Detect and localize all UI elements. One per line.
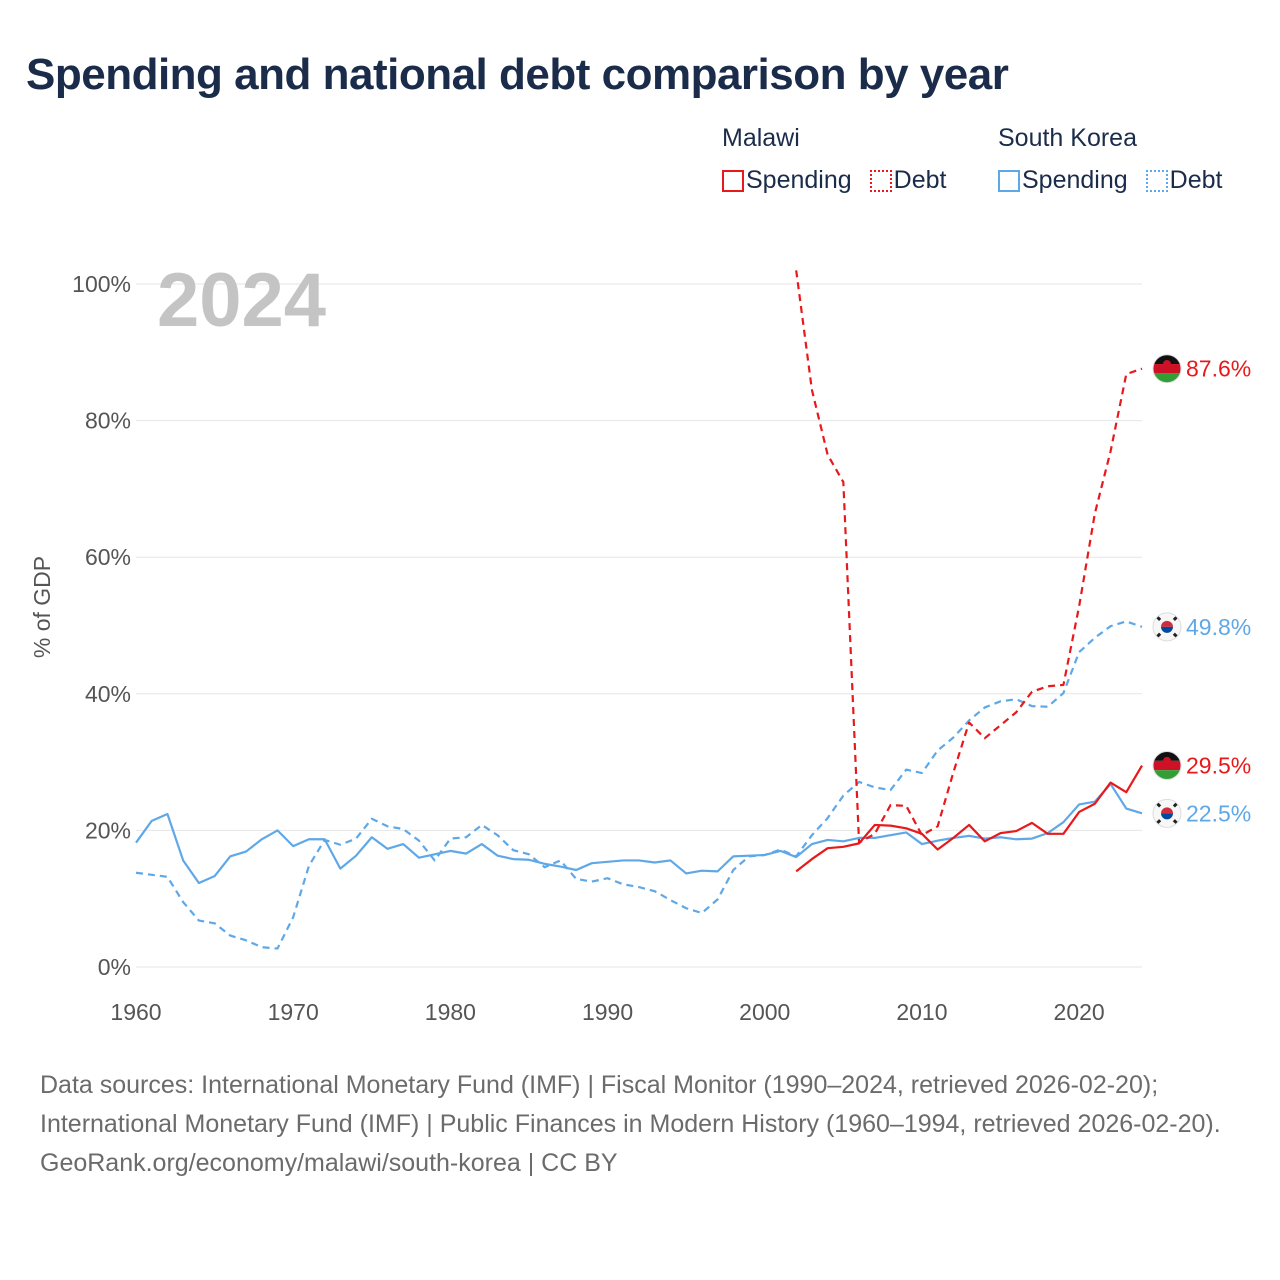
credit-link[interactable]: GeoRank.org/economy/malawi/south-korea |… [40,1149,618,1177]
x-tick-label: 1990 [582,999,633,1025]
y-tick-label: 60% [85,544,131,570]
series-line-south-korea-debt[interactable] [135,620,1143,950]
end-label-value: 29.5% [1186,753,1251,779]
y-axis-label: % of GDP [29,556,55,658]
x-tick-label: 1980 [425,999,476,1025]
x-tick-label: 2020 [1054,999,1105,1025]
legend-item-label: Spending [1022,166,1128,194]
gridlines [136,283,1142,968]
y-tick-label: 40% [85,681,131,707]
y-tick-label: 20% [85,817,131,843]
south-korea-flag-icon [1152,612,1182,642]
end-labels: 87.6% 49.8% 29.5% 22.5% [1152,354,1251,828]
legend-item-south-korea-spending[interactable]: Spending [998,166,1128,195]
solid-swatch-icon [722,169,744,192]
x-tick-label: 1960 [110,999,161,1025]
footer: Data sources: International Monetary Fun… [40,1066,1240,1183]
solid-swatch-icon [998,169,1020,192]
year-label: 2024 [157,258,326,343]
end-label-value: 87.6% [1186,356,1251,382]
malawi-flag-icon [1152,751,1182,781]
page-title: Spending and national debt comparison by… [26,50,1009,99]
dotted-swatch-icon [869,169,892,192]
legend-group-south-korea: South Korea Spending Debt [998,124,1234,195]
y-tick-label: 0% [98,954,131,980]
end-label-value: 49.8% [1186,614,1251,640]
x-tick-label: 2000 [739,999,790,1025]
y-axis-ticks: 0% 20% 40% 60% 80% 100% [72,271,131,980]
legend-item-label: Spending [746,166,852,194]
malawi-flag-icon [1152,354,1182,384]
y-tick-label: 80% [85,408,131,434]
legend-group-name: South Korea [998,124,1137,152]
line-chart: 0% 20% 40% 60% 80% 100% 1960 1970 1980 1990 2000 2… [29,258,1251,1025]
legend-item-malawi-debt[interactable]: Debt [869,166,947,195]
x-tick-label: 1970 [268,999,319,1025]
x-tick-label: 2010 [896,999,947,1025]
legend-group-malawi: Malawi Spending Debt [722,124,958,195]
series-line-malawi-spending[interactable] [795,764,1143,873]
legend-group-name: Malawi [722,124,800,152]
series-lines [135,270,1143,950]
dotted-swatch-icon [1145,169,1168,192]
source-note: Data sources: International Monetary Fun… [40,1071,1221,1138]
end-label-value: 22.5% [1186,800,1251,826]
legend-item-label: Debt [893,166,947,194]
x-axis-ticks: 1960 1970 1980 1990 2000 2010 2020 [110,999,1104,1025]
legend-item-malawi-spending[interactable]: Spending [722,166,852,195]
legend-item-label: Debt [1169,166,1223,194]
legend-item-south-korea-debt[interactable]: Debt [1145,166,1223,195]
south-korea-flag-icon [1152,798,1182,828]
y-tick-label: 100% [72,271,131,297]
series-line-south-korea-spending[interactable] [135,782,1143,885]
series-line-malawi-debt[interactable] [795,270,1143,844]
